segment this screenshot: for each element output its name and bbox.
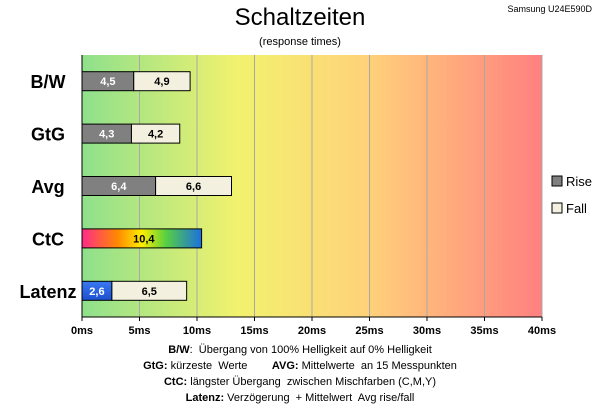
data-label-ctc: 10,4 xyxy=(133,233,155,245)
note-bw: B/W: Übergang von 100% Helligkeit auf 0%… xyxy=(168,344,432,356)
x-tick-label: 0ms xyxy=(71,325,93,337)
data-label-rise: 4,5 xyxy=(100,76,115,88)
x-tick-label: 15ms xyxy=(240,325,268,337)
note-gtg-avg: GtG: kürzeste Werte AVG: Mittelwerte an … xyxy=(143,360,457,372)
chart-subtitle: (response times) xyxy=(259,36,341,48)
note-ctc: CtC: längster Übergang zwischen Mischfar… xyxy=(163,376,437,388)
legend-label: Fall xyxy=(566,201,587,216)
category-label: B/W xyxy=(31,72,66,92)
x-tick-label: 10ms xyxy=(183,325,211,337)
bar-fall-0 xyxy=(133,71,191,92)
category-label: Latenz xyxy=(19,282,76,302)
x-tick-label: 20ms xyxy=(298,325,326,337)
bar-fall-4 xyxy=(111,280,188,301)
x-tick-label: 5ms xyxy=(128,325,150,337)
category-label: Avg xyxy=(31,177,64,197)
response-time-chart: 4,5 4,9 4,3 4,2 6,4 6,6 10,4 2,6 6,5 0ms 5ms 10ms 1… xyxy=(19,55,592,337)
data-label-rise: 6,4 xyxy=(111,181,127,193)
data-label-rise: 2,6 xyxy=(89,286,104,298)
x-tick-label: 40ms xyxy=(528,325,556,337)
legend-label: Rise xyxy=(566,174,592,189)
x-tick-label: 30ms xyxy=(413,325,441,337)
data-label-fall: 4,2 xyxy=(148,129,163,141)
monitor-model-label: Samsung U24E590D xyxy=(507,4,592,14)
legend-swatch-0 xyxy=(551,175,563,187)
data-label-fall: 4,9 xyxy=(154,76,169,88)
bar-fall-2 xyxy=(155,176,233,196)
legend-swatch-1 xyxy=(551,202,563,214)
data-label-rise: 4,3 xyxy=(99,129,114,141)
data-label-fall: 6,5 xyxy=(142,286,157,298)
x-tick-label: 25ms xyxy=(355,325,383,337)
note-latenz: Latenz: Verzögerung + Mittelwert Avg ris… xyxy=(185,392,415,404)
data-label-fall: 6,6 xyxy=(186,181,201,193)
category-label: CtC xyxy=(32,229,64,249)
chart-title: Schaltzeiten xyxy=(234,4,366,31)
bar-fall-1 xyxy=(130,123,181,144)
chart-notes: B/W: Übergang von 100% Helligkeit auf 0%… xyxy=(0,342,600,406)
x-tick-label: 35ms xyxy=(470,325,498,337)
category-label: GtG xyxy=(31,125,65,145)
